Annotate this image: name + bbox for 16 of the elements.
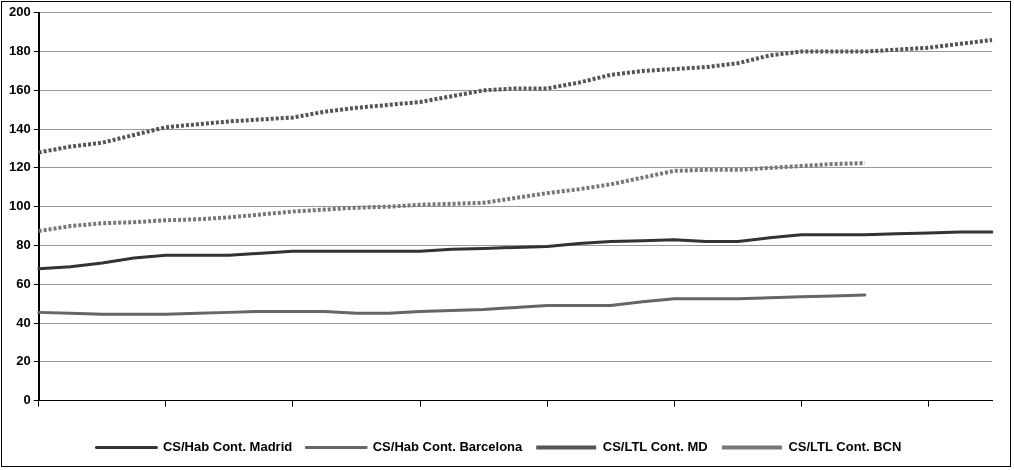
y-tick-label: 120 (8, 159, 31, 175)
y-tick-label: 0 (23, 392, 31, 408)
y-tick-label: 40 (16, 314, 31, 330)
y-tick-label: 100 (8, 198, 31, 214)
y-tick-label: 80 (16, 237, 31, 253)
line-series (36, 37, 994, 155)
legend-label: CS/LTL Cont. MD (602, 439, 708, 455)
legend-label: CS/Hab Cont. Barcelona (372, 439, 524, 455)
legend-label: CS/LTL Cont. BCN (788, 439, 902, 455)
y-tick-label: 60 (16, 275, 31, 291)
y-tick-label: 160 (8, 81, 31, 97)
y-tick-label: 180 (8, 43, 31, 59)
y-tick-label: 20 (16, 353, 31, 369)
y-tick-label: 140 (8, 120, 31, 136)
legend-label: CS/Hab Cont. Madrid (162, 439, 293, 455)
y-tick-label: 200 (8, 4, 31, 20)
